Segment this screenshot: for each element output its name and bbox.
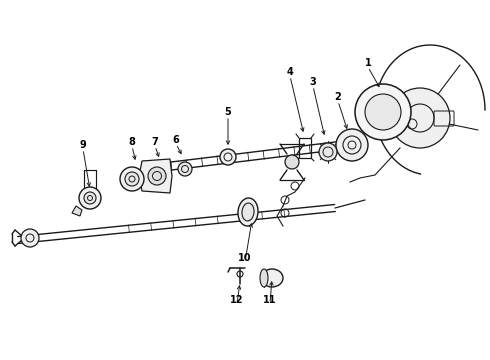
Text: 9: 9	[80, 140, 86, 150]
Circle shape	[79, 187, 101, 209]
Circle shape	[355, 84, 411, 140]
Text: 3: 3	[310, 77, 317, 87]
Polygon shape	[72, 206, 82, 216]
Circle shape	[319, 143, 337, 161]
Bar	[299, 138, 311, 158]
Text: 11: 11	[263, 295, 277, 305]
Text: 10: 10	[238, 253, 252, 263]
Ellipse shape	[260, 269, 268, 287]
Circle shape	[336, 129, 368, 161]
Text: 8: 8	[128, 137, 135, 147]
Text: 4: 4	[287, 67, 294, 77]
Ellipse shape	[261, 269, 283, 287]
Circle shape	[390, 88, 450, 148]
Text: 1: 1	[365, 58, 371, 68]
Text: 2: 2	[335, 92, 342, 102]
Circle shape	[21, 229, 39, 247]
Circle shape	[84, 192, 96, 204]
Circle shape	[220, 149, 236, 165]
Ellipse shape	[238, 198, 258, 226]
Text: 5: 5	[224, 107, 231, 117]
Circle shape	[120, 167, 144, 191]
Circle shape	[125, 172, 139, 186]
Circle shape	[285, 155, 299, 169]
Polygon shape	[140, 159, 172, 193]
Circle shape	[365, 94, 401, 130]
Text: 6: 6	[172, 135, 179, 145]
Text: 12: 12	[230, 295, 244, 305]
Ellipse shape	[242, 203, 254, 221]
Circle shape	[148, 167, 166, 185]
Circle shape	[178, 162, 192, 176]
Text: 7: 7	[151, 137, 158, 147]
